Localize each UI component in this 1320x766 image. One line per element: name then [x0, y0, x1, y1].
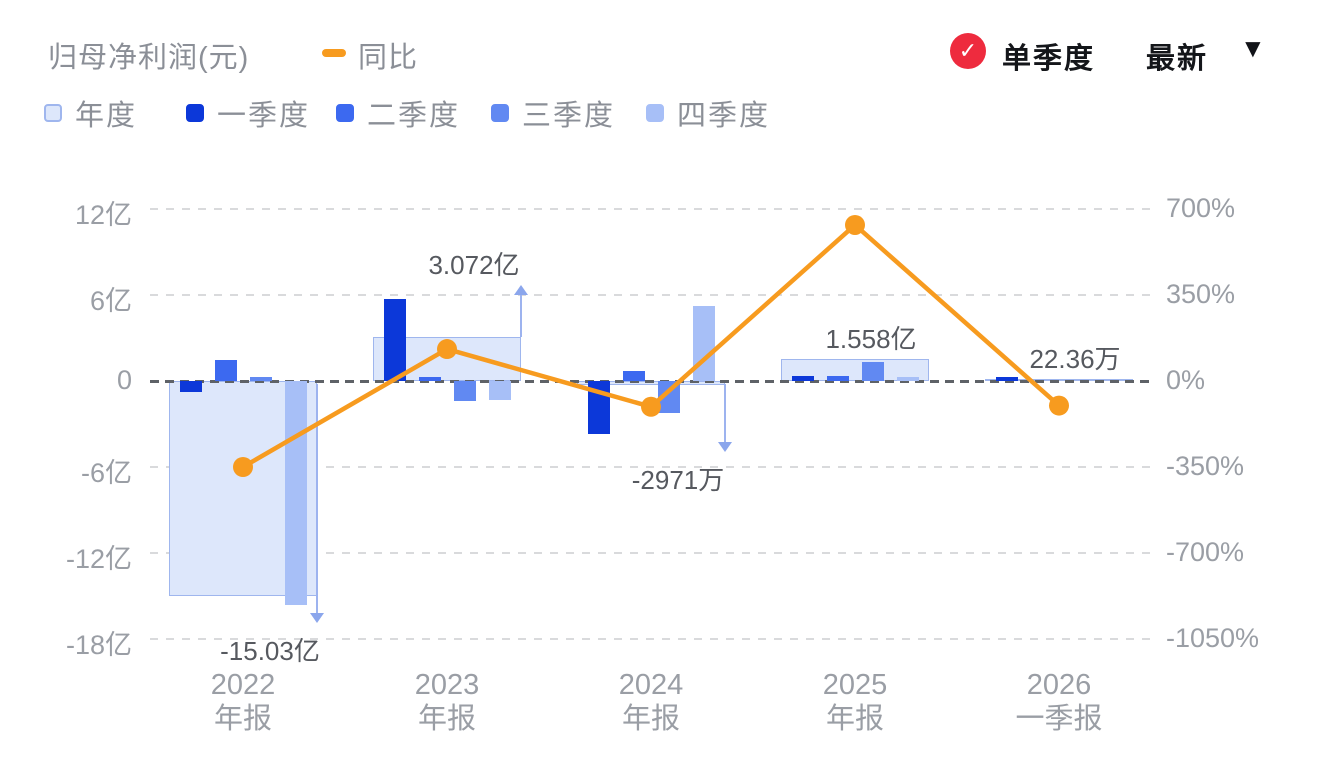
- legend-label: 一季度: [217, 100, 311, 132]
- legend-item-annual[interactable]: 年度: [44, 92, 137, 134]
- x-axis-label-line: 年报: [417, 703, 477, 735]
- legend-swatch-q4: [646, 104, 664, 122]
- gridline: [150, 294, 1150, 296]
- legend-swatch-q2: [336, 104, 354, 122]
- mode-single-quarter[interactable]: 单季度: [1002, 43, 1096, 75]
- annotation-2026: 22.36万: [1029, 343, 1121, 374]
- x-axis-label-line: 年报: [621, 703, 681, 735]
- chevron-down-icon[interactable]: ▼: [1240, 33, 1266, 63]
- bar-2024-q1[interactable]: [588, 381, 610, 435]
- annotation-2022: -15.03亿: [220, 635, 320, 666]
- gridline: [150, 208, 1150, 210]
- arrow-up-icon: [514, 284, 528, 295]
- x-axis-label-line: 2024: [618, 669, 684, 701]
- x-axis-label-2023: 2023 年报: [415, 668, 480, 736]
- annotation-arrow-stem: [724, 384, 726, 443]
- gridline: [150, 638, 1150, 640]
- annotation-arrow-stem: [520, 294, 522, 337]
- annotation-2023: 3.072亿: [428, 249, 520, 280]
- y-axis-tick-right: -1050%: [1166, 623, 1260, 653]
- bar-2022-q1[interactable]: [180, 381, 202, 393]
- bar-2022-q3[interactable]: [250, 376, 272, 381]
- annotation-2025: 1.558亿: [825, 323, 917, 354]
- bar-2022-q4[interactable]: [285, 381, 307, 605]
- mode-latest[interactable]: 最新: [1146, 43, 1209, 75]
- y-axis-tick-left: -18亿: [65, 630, 132, 660]
- gridline: [150, 552, 1150, 554]
- legend-item-q4[interactable]: 四季度: [646, 92, 770, 134]
- y-axis-tick-right: 700%: [1166, 193, 1236, 223]
- legend-label: 三季度: [522, 100, 616, 132]
- x-axis-label-2026: 2026 一季报: [1015, 668, 1102, 736]
- legend-label: 年度: [75, 100, 138, 132]
- bar-2023-q2[interactable]: [419, 376, 441, 381]
- bar-2025-q2[interactable]: [827, 375, 849, 381]
- y-axis-tick-left: 6亿: [89, 286, 132, 316]
- y-axis-tick-right: 350%: [1166, 279, 1236, 309]
- y-axis-tick-right: -700%: [1166, 537, 1245, 567]
- y-axis-tick-left: -6亿: [80, 458, 132, 488]
- y-axis-tick-left: -12亿: [65, 544, 132, 574]
- x-axis-label-line: 年报: [825, 703, 885, 735]
- x-axis-label-line: 年报: [213, 703, 273, 735]
- bar-2023-q3[interactable]: [454, 381, 476, 402]
- y-axis-tick-right: -350%: [1166, 451, 1245, 481]
- x-axis-label-line: 2026: [1026, 669, 1092, 701]
- x-axis-label-line: 2025: [822, 669, 888, 701]
- annotation-2024: -2971万: [631, 465, 725, 496]
- legend-label: 二季度: [367, 100, 461, 132]
- bar-2023-q4[interactable]: [489, 381, 511, 400]
- x-axis-label-2024: 2024 年报: [619, 668, 684, 736]
- legend-item-q2[interactable]: 二季度: [336, 92, 460, 134]
- y-axis-tick-left: 12亿: [74, 200, 132, 230]
- yoy-line-legend-label: 同比: [358, 42, 419, 74]
- bar-2025-q1[interactable]: [792, 375, 814, 381]
- yoy-line: [240, 222, 1062, 470]
- x-axis-label-line: 2023: [414, 669, 480, 701]
- legend-swatch-q1: [186, 104, 204, 122]
- legend-item-q3[interactable]: 三季度: [491, 92, 615, 134]
- x-axis-label-2022: 2022 年报: [211, 668, 276, 736]
- y-axis-tick-right: 0%: [1166, 365, 1206, 395]
- arrow-down-icon: [310, 612, 324, 623]
- bar-2026-q1[interactable]: [996, 377, 1018, 381]
- bar-2024-q4[interactable]: [693, 306, 715, 381]
- legend-item-q1[interactable]: 一季度: [186, 92, 310, 134]
- yoy-point-2025[interactable]: [845, 214, 865, 235]
- bar-2024-q2[interactable]: [623, 370, 645, 381]
- page-title: 归母净利润(元): [48, 42, 250, 74]
- bar-2025-q4[interactable]: [897, 377, 919, 381]
- bar-2023-q1[interactable]: [384, 299, 406, 381]
- bar-2022-q2[interactable]: [215, 359, 237, 381]
- yoy-line-legend-icon: [322, 49, 346, 57]
- single-quarter-check-icon[interactable]: ✓: [950, 33, 986, 69]
- y-axis-tick-left: 0: [116, 365, 132, 395]
- annotation-arrow-stem: [316, 384, 318, 613]
- x-axis-label-line: 一季报: [1015, 703, 1103, 735]
- legend-swatch-annual: [44, 104, 62, 122]
- bar-2024-q3[interactable]: [658, 381, 680, 413]
- legend-label: 四季度: [677, 100, 771, 132]
- arrow-down-icon: [718, 442, 732, 453]
- bar-2025-q3[interactable]: [862, 361, 884, 381]
- x-axis-label-line: 2022: [210, 669, 276, 701]
- legend-swatch-q3: [491, 104, 509, 122]
- x-axis-label-2025: 2025 年报: [823, 668, 888, 736]
- yoy-point-2026[interactable]: [1049, 395, 1069, 416]
